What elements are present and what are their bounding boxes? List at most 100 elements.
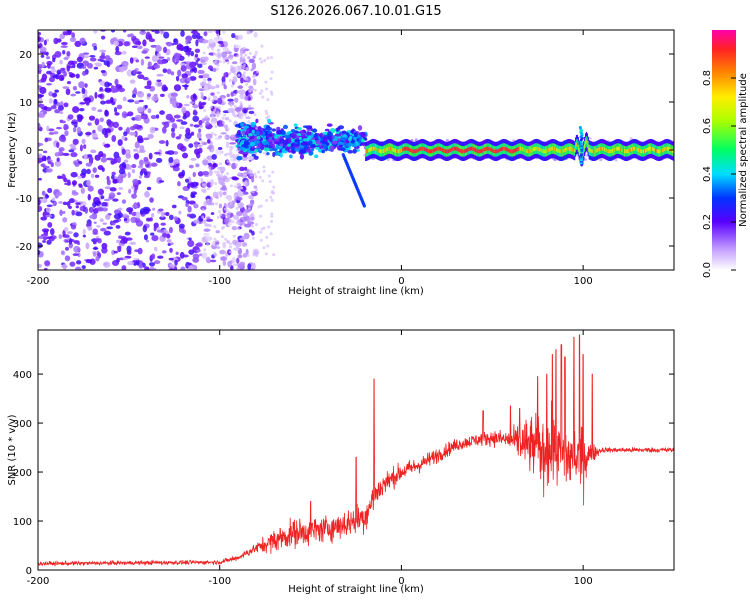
heatmap-cell (212, 163, 218, 168)
heatmap-cell (475, 148, 478, 153)
heatmap-cell (659, 149, 661, 154)
heatmap-cell (147, 61, 152, 68)
heatmap-cell (244, 77, 248, 81)
heatmap-cell (260, 44, 264, 48)
heatmap-cell (573, 148, 575, 153)
heatmap-cell (169, 214, 174, 221)
heatmap-cell (210, 131, 214, 135)
heatmap-cell (41, 61, 45, 68)
heatmap-cell (150, 232, 155, 236)
heatmap-cell (266, 244, 270, 248)
heatmap-cell (201, 56, 205, 60)
heatmap-cell (232, 234, 236, 238)
heatmap-cell (251, 129, 255, 134)
heatmap-cell (179, 126, 185, 130)
heatmap-cell (652, 147, 654, 151)
heatmap-cell (550, 146, 552, 151)
heatmap-cell (216, 48, 220, 52)
heatmap-cell (604, 147, 606, 152)
heatmap-cell (66, 201, 71, 207)
heatmap-cell (512, 149, 514, 154)
heatmap-cell (632, 146, 634, 151)
heatmap-cell (243, 140, 249, 146)
heatmap-cell (94, 91, 98, 99)
heatmap-cell (544, 149, 546, 154)
heatmap-cell (188, 249, 195, 255)
heatmap-cell (508, 148, 510, 153)
heatmap-cell (132, 123, 140, 130)
heatmap-cell (287, 150, 292, 153)
heatmap-cell (431, 149, 433, 154)
heatmap-cell (244, 166, 248, 171)
heatmap-cell (81, 87, 86, 95)
heatmap-cell (146, 80, 152, 87)
heatmap-cell (498, 148, 500, 153)
heatmap-cell (649, 146, 651, 151)
heatmap-cell (71, 180, 77, 186)
heatmap-cell (68, 71, 73, 75)
heatmap-cell (158, 180, 165, 183)
heatmap-cell (386, 158, 390, 161)
heatmap-cell (179, 77, 187, 84)
heatmap-cell (68, 238, 73, 245)
heatmap-cell (242, 181, 246, 185)
heatmap-cell (203, 157, 207, 161)
heatmap-cell (545, 149, 548, 154)
heatmap-cell (146, 93, 152, 97)
heatmap-cell (143, 156, 149, 162)
y-tick-label: -10 (16, 194, 32, 205)
heatmap-cell (81, 66, 87, 69)
heatmap-cell (299, 153, 305, 160)
heatmap-cell (127, 99, 135, 103)
heatmap-cell (38, 205, 43, 212)
heatmap-cell (160, 93, 165, 98)
heatmap-cell (181, 196, 188, 201)
heatmap-cell (123, 159, 129, 163)
heatmap-cell (226, 172, 230, 176)
heatmap-cell (192, 171, 196, 178)
heatmap-cell (214, 170, 218, 174)
heatmap-cell (210, 47, 214, 51)
heatmap-cell (96, 225, 101, 228)
heatmap-cell (287, 143, 291, 147)
heatmap-cell (211, 99, 215, 103)
heatmap-cell (135, 258, 140, 266)
heatmap-cell (249, 174, 254, 177)
heatmap-cell (136, 135, 143, 142)
heatmap-cell (52, 57, 56, 63)
heatmap-cell (201, 239, 205, 243)
heatmap-cell (104, 109, 109, 117)
heatmap-cell (329, 127, 336, 134)
heatmap-cell (352, 148, 357, 154)
heatmap-cell (151, 55, 159, 62)
heatmap-cell (41, 190, 46, 196)
heatmap-cell (272, 253, 276, 257)
heatmap-cell (68, 205, 72, 209)
heatmap-cell (424, 147, 426, 152)
heatmap-cell (249, 135, 255, 140)
heatmap-cell (375, 147, 377, 151)
heatmap-cell (229, 201, 233, 205)
heatmap-cell (217, 166, 221, 170)
heatmap-cell (556, 148, 558, 153)
heatmap-cell (242, 46, 246, 50)
heatmap-cell (123, 41, 130, 47)
heatmap-cell (45, 56, 51, 60)
heatmap-cell (610, 149, 612, 154)
heatmap-cell (185, 127, 191, 135)
heatmap-cell (528, 149, 530, 154)
heatmap-cell (433, 148, 435, 153)
heatmap-cell (663, 147, 665, 152)
heatmap-cell (665, 146, 668, 151)
heatmap-cell (250, 224, 254, 228)
heatmap-cell (577, 144, 579, 149)
heatmap-cell (53, 131, 59, 135)
heatmap-cell (165, 211, 170, 217)
heatmap-cell (84, 83, 88, 88)
heatmap-cell (183, 103, 190, 107)
heatmap-cell (261, 95, 265, 99)
heatmap-cell (81, 168, 87, 176)
heatmap-cell (647, 147, 649, 152)
heatmap-cell (220, 174, 224, 178)
heatmap-cell (457, 147, 459, 152)
